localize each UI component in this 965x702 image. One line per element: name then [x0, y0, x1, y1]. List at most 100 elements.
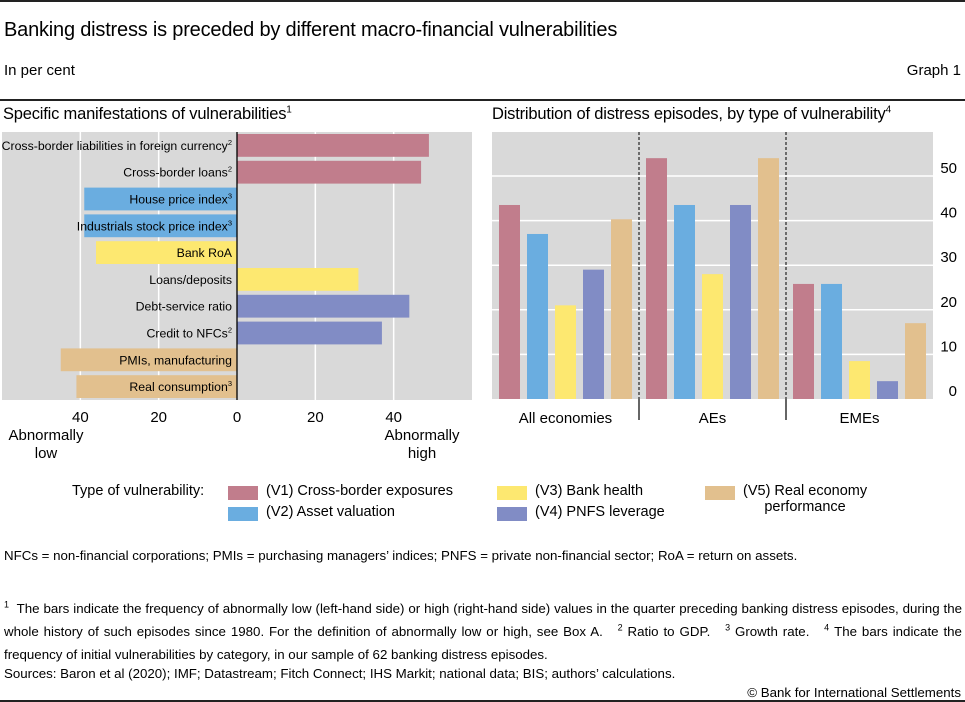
legend-item-v5: (V5) Real economy performance — [705, 483, 867, 515]
y-tick-label: 50 — [940, 160, 957, 177]
legend-swatch-v3 — [497, 486, 527, 500]
copyright: © Bank for International Settlements — [747, 685, 961, 700]
bar-debt-service-ratio — [237, 294, 410, 318]
y-tick-label: 30 — [940, 249, 957, 266]
legend-swatch-v2 — [228, 507, 258, 521]
bar-v3-all-economies — [555, 305, 576, 399]
category-label: Cross-border loans2 — [123, 165, 232, 180]
bar-pmis-manufacturing — [60, 348, 237, 372]
category-label: Cross-border liabilities in foreign curr… — [2, 138, 232, 153]
footnote-4-text: The bars indicate the frequency of initi… — [4, 624, 962, 662]
bar-v1-aes — [646, 158, 667, 399]
bar-industrials-stock-price-index — [84, 214, 237, 238]
footnote-ref: 1 — [286, 104, 292, 116]
category-label: Real consumption3 — [129, 379, 232, 394]
unit-label: In per cent — [4, 62, 75, 79]
bar-v5-aes — [758, 158, 779, 399]
bar-loans-deposits — [237, 268, 359, 291]
x-tick-label: 20 — [307, 409, 324, 426]
legend-label-v4: (V4) PNFS leverage — [535, 504, 665, 520]
footnote-3-number: 3 — [725, 622, 731, 633]
left-chart: Cross-border liabilities in foreign curr… — [2, 132, 472, 462]
x-category-label: EMEs — [839, 410, 879, 427]
footnote-ref: 2 — [228, 138, 232, 147]
x-label-low-line2: low — [35, 445, 58, 462]
y-tick-label: 0 — [949, 383, 957, 400]
bar-cross-border-liabilities-in-foreign-currency — [237, 134, 429, 157]
x-tick-label: 20 — [150, 409, 167, 426]
category-label: Industrials stock price index3 — [77, 218, 232, 233]
footnote-3-text: Growth rate. — [735, 624, 810, 639]
legend-swatch-v5 — [705, 486, 735, 500]
legend-item-v2: (V2) Asset valuation — [228, 504, 395, 521]
y-tick-label: 40 — [940, 205, 957, 222]
footnote-1-number: 1 — [4, 599, 10, 610]
legend-label-v5-wrap: (V5) Real economy performance — [743, 483, 867, 515]
top-rule — [0, 0, 965, 2]
y-tick-label: 10 — [940, 338, 957, 355]
bar-v5-all-economies — [611, 219, 632, 399]
bar-real-consumption — [76, 375, 238, 398]
bar-cross-border-loans — [237, 160, 422, 184]
category-label: PMIs, manufacturing — [119, 353, 232, 367]
bar-v3-aes — [702, 274, 723, 399]
bar-v2-all-economies — [527, 233, 548, 399]
x-label-high-line1: Abnormally — [384, 427, 460, 444]
legend-item-v1: (V1) Cross-border exposures — [228, 483, 453, 500]
legend: Type of vulnerability: (V1) Cross-border… — [0, 483, 965, 533]
legend-label-v5: (V5) Real economy — [743, 483, 868, 499]
category-label: Bank RoA — [177, 246, 233, 260]
legend-title-text: Type of vulnerability: — [72, 483, 205, 499]
graph-number: Graph 1 — [906, 62, 961, 79]
bar-v2-emes — [821, 283, 842, 399]
right-chart-title-text: Distribution of distress episodes, by ty… — [492, 105, 886, 123]
category-label: Credit to NFCs2 — [147, 326, 232, 341]
category-label: Debt-service ratio — [136, 300, 233, 314]
x-label-low-line1: Abnormally — [8, 427, 84, 444]
page-title: Banking distress is preceded by differen… — [4, 19, 618, 41]
bar-house-price-index — [84, 187, 237, 211]
footnote-ref: 4 — [885, 104, 892, 116]
bottom-rule — [0, 700, 965, 702]
y-tick-label: 20 — [940, 294, 957, 311]
bar-v1-all-economies — [499, 204, 520, 399]
bar-v1-emes — [793, 283, 814, 399]
x-label-high-line2: high — [408, 445, 436, 462]
footnotes: 1 The bars indicate the frequency of abn… — [4, 597, 962, 666]
x-tick-label: 0 — [233, 409, 241, 426]
footnote-2-number: 2 — [617, 622, 623, 633]
left-chart-title-text: Specific manifestations of vulnerabiliti… — [3, 105, 287, 123]
right-chart-title: Distribution of distress episodes, by ty… — [492, 105, 891, 124]
x-tick-label: 40 — [72, 409, 89, 426]
legend-swatch-v1 — [228, 486, 258, 500]
header-rule — [0, 99, 965, 101]
footnote-ref: 2 — [228, 326, 232, 335]
bar-v2-aes — [674, 204, 695, 399]
left-chart-title: Specific manifestations of vulnerabiliti… — [3, 105, 292, 124]
legend-swatch-v4 — [497, 507, 527, 521]
footnote-2-text: Ratio to GDP. — [627, 624, 711, 639]
footnote-1-text: The bars indicate the frequency of abnor… — [4, 601, 962, 639]
footnote-ref: 3 — [228, 379, 232, 388]
bar-credit-to-nfcs — [237, 321, 382, 345]
category-label: House price index3 — [129, 192, 232, 207]
right-chart: 0 10 20 30 40 50 All economies AEs EMEs — [492, 132, 957, 427]
abbreviations-note: NFCs = non-financial corporations; PMIs … — [4, 548, 798, 563]
x-category-label: All economies — [519, 410, 612, 427]
legend-item-v4: (V4) PNFS leverage — [497, 504, 665, 521]
bar-v5-emes — [905, 323, 926, 399]
sources-note: Sources: Baron et al (2020); IMF; Datast… — [4, 666, 676, 681]
legend-title: Type of vulnerability: — [72, 483, 204, 499]
footnote-4-number: 4 — [824, 622, 830, 633]
bar-v4-emes — [877, 381, 898, 399]
category-label: Loans/deposits — [149, 273, 232, 287]
footnote-ref: 3 — [228, 192, 232, 201]
legend-label-v1: (V1) Cross-border exposures — [266, 483, 453, 499]
bar-bank-roa — [96, 241, 237, 264]
x-tick-label: 40 — [385, 409, 402, 426]
footnote-ref: 2 — [228, 165, 232, 174]
legend-label-v2: (V2) Asset valuation — [266, 504, 395, 520]
bar-v4-aes — [730, 204, 751, 399]
legend-label-v3: (V3) Bank health — [535, 483, 644, 499]
bar-v3-emes — [849, 361, 870, 399]
